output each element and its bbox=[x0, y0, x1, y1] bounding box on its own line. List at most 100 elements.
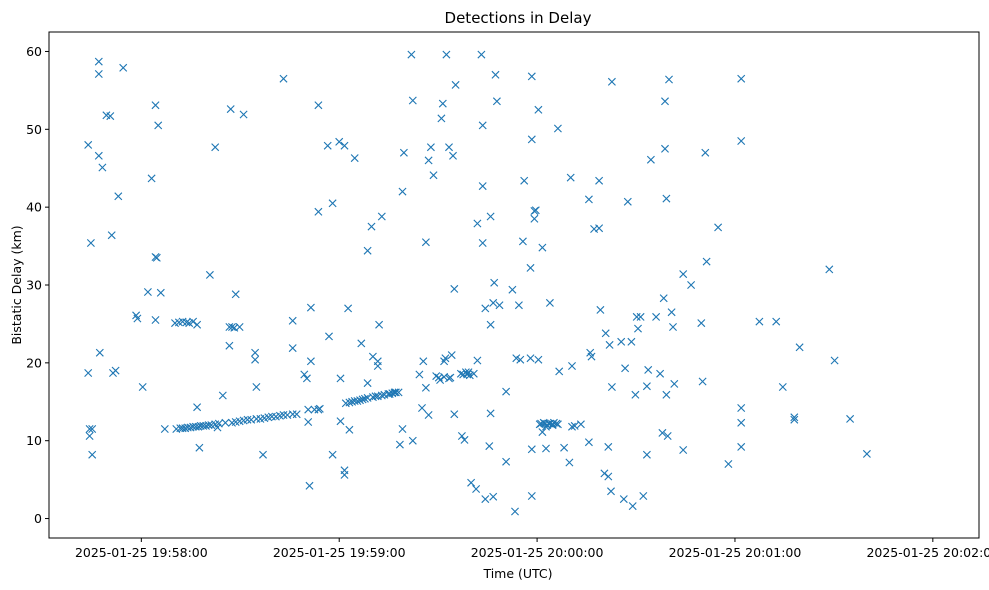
data-point bbox=[605, 340, 614, 349]
data-point bbox=[429, 171, 438, 180]
data-point bbox=[621, 364, 630, 373]
data-point bbox=[698, 377, 707, 386]
data-point bbox=[449, 151, 457, 160]
data-point bbox=[300, 370, 309, 379]
data-point bbox=[595, 224, 604, 233]
data-point bbox=[292, 410, 301, 419]
data-point bbox=[679, 446, 688, 454]
data-point bbox=[737, 442, 746, 451]
data-point bbox=[538, 243, 547, 252]
data-point bbox=[279, 411, 288, 419]
data-point bbox=[526, 354, 535, 363]
data-point bbox=[373, 362, 382, 370]
data-point bbox=[489, 298, 498, 307]
data-point bbox=[418, 404, 426, 412]
y-tick-label: 60 bbox=[26, 44, 42, 59]
data-point bbox=[336, 417, 345, 426]
data-point bbox=[491, 70, 500, 79]
data-point bbox=[193, 320, 202, 329]
data-point bbox=[438, 99, 447, 108]
data-point bbox=[737, 137, 746, 145]
data-point bbox=[94, 70, 103, 78]
data-point bbox=[363, 379, 372, 388]
data-point bbox=[473, 356, 482, 365]
data-point bbox=[527, 492, 536, 500]
data-point bbox=[288, 344, 297, 353]
data-point bbox=[335, 137, 344, 146]
data-point bbox=[663, 432, 672, 440]
data-point bbox=[451, 80, 460, 89]
data-point bbox=[377, 391, 386, 400]
data-point bbox=[353, 397, 362, 405]
data-point bbox=[357, 339, 366, 348]
data-point bbox=[440, 372, 449, 381]
data-point bbox=[595, 176, 604, 185]
data-point bbox=[302, 374, 311, 383]
data-point bbox=[160, 425, 169, 433]
data-point bbox=[568, 362, 576, 370]
data-point bbox=[670, 379, 679, 388]
data-point bbox=[469, 369, 478, 378]
data-point bbox=[421, 383, 430, 392]
data-point bbox=[527, 72, 536, 81]
data-point bbox=[737, 74, 746, 83]
data-point bbox=[252, 383, 261, 391]
plot-frame bbox=[48, 31, 980, 539]
data-point bbox=[607, 383, 616, 391]
data-point bbox=[445, 143, 453, 152]
data-point bbox=[151, 316, 160, 324]
data-point bbox=[450, 410, 459, 419]
data-point bbox=[111, 366, 120, 375]
data-point bbox=[345, 425, 354, 434]
data-point bbox=[193, 403, 202, 412]
data-point bbox=[486, 212, 495, 221]
data-point bbox=[360, 394, 369, 403]
data-point bbox=[697, 319, 706, 328]
data-point bbox=[398, 425, 407, 433]
data-point bbox=[495, 301, 504, 310]
data-point bbox=[98, 163, 107, 172]
data-point bbox=[304, 418, 313, 426]
data-point bbox=[830, 356, 839, 365]
x-axis-title: Time (UTC) bbox=[482, 566, 552, 581]
data-point bbox=[106, 112, 115, 121]
data-point bbox=[407, 50, 416, 59]
data-point bbox=[340, 141, 349, 150]
data-point bbox=[555, 367, 564, 376]
y-tick-label: 50 bbox=[26, 122, 42, 137]
data-points bbox=[84, 50, 871, 516]
data-point bbox=[133, 314, 142, 323]
data-point bbox=[584, 195, 593, 204]
data-point bbox=[473, 219, 482, 228]
data-point bbox=[306, 303, 315, 312]
data-point bbox=[477, 50, 486, 59]
data-point bbox=[204, 421, 213, 430]
data-point bbox=[570, 421, 579, 430]
data-point bbox=[182, 318, 191, 327]
data-point bbox=[662, 194, 671, 203]
data-point bbox=[323, 141, 332, 150]
data-point bbox=[514, 301, 523, 310]
data-point bbox=[584, 438, 593, 447]
data-point bbox=[358, 395, 367, 404]
data-point bbox=[211, 143, 220, 152]
data-point bbox=[607, 77, 616, 86]
data-point bbox=[714, 223, 723, 232]
data-point bbox=[239, 110, 248, 119]
data-point bbox=[489, 492, 498, 501]
data-point bbox=[398, 187, 407, 196]
data-point bbox=[527, 445, 536, 454]
data-point bbox=[687, 281, 696, 289]
data-point bbox=[143, 288, 152, 296]
data-point bbox=[631, 390, 640, 399]
data-point bbox=[152, 253, 161, 262]
data-point bbox=[460, 435, 469, 444]
data-point bbox=[659, 294, 668, 303]
data-point bbox=[344, 304, 353, 313]
data-point bbox=[508, 285, 517, 294]
data-point bbox=[394, 388, 403, 397]
data-point bbox=[604, 442, 613, 451]
data-point bbox=[231, 290, 240, 299]
data-point bbox=[156, 288, 165, 297]
